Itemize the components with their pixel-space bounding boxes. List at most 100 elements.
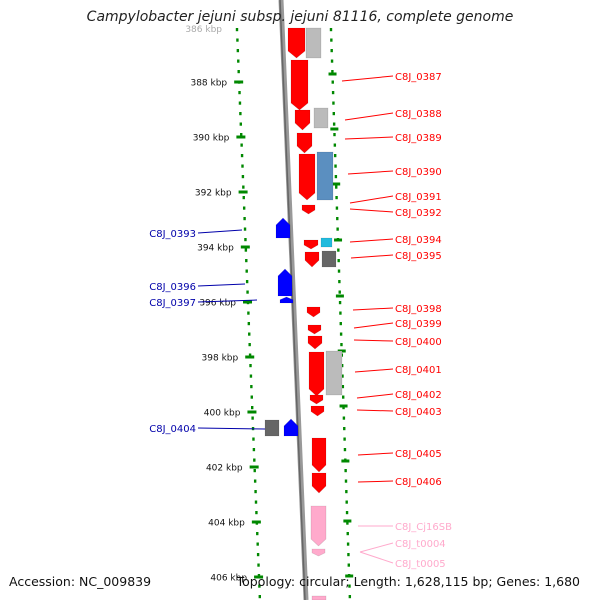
ruler-dotted-line bbox=[256, 542, 259, 546]
ruler-dotted-line-right bbox=[345, 500, 348, 504]
ruler-dotted-line-right bbox=[343, 437, 346, 441]
ruler-right-tick bbox=[345, 574, 354, 578]
ruler-dotted-line bbox=[239, 112, 242, 116]
label-leader-line bbox=[197, 283, 246, 287]
ruler-dotted-line bbox=[238, 91, 241, 95]
dark-feature-block bbox=[321, 250, 337, 268]
ruler-dotted-line-right bbox=[340, 343, 343, 347]
ruler-dotted-line bbox=[244, 248, 248, 252]
ruler-dotted-line bbox=[253, 479, 257, 483]
label-leader-line bbox=[349, 195, 394, 204]
backbone-line bbox=[278, 0, 309, 600]
ruler-dotted-line-right bbox=[331, 70, 334, 74]
ruler-right-tick bbox=[341, 459, 350, 463]
ruler-dotted-line-right bbox=[330, 49, 333, 53]
gene-label-right: C8J_0403 bbox=[395, 407, 442, 418]
gene-label-right: C8J_0391 bbox=[395, 192, 442, 203]
gene-label-right: C8J_t0004 bbox=[395, 539, 446, 550]
ruler-dotted-line bbox=[258, 584, 261, 588]
ruler-dotted-line-right bbox=[340, 364, 344, 368]
ruler-dotted-line-right bbox=[337, 269, 341, 273]
ruler-right-tick bbox=[334, 238, 343, 242]
ruler-dotted-line-right bbox=[332, 112, 335, 116]
ruler-dotted-line bbox=[246, 290, 249, 294]
forward-gene-arrow bbox=[301, 204, 316, 215]
ruler-tick-label: 404 kbp bbox=[208, 519, 245, 529]
ruler-dotted-line bbox=[256, 553, 260, 557]
ruler-dotted-line-right bbox=[347, 563, 350, 567]
label-leader-line bbox=[350, 254, 394, 259]
forward-gene-arrow bbox=[290, 59, 309, 111]
ruler-dotted-line-right bbox=[334, 175, 338, 179]
ruler-dotted-line-right bbox=[332, 122, 336, 126]
ruler-dotted-line bbox=[242, 185, 245, 189]
ruler-dotted-line bbox=[255, 511, 258, 515]
reverse-gene-arrow bbox=[277, 268, 293, 297]
label-leader-line bbox=[356, 409, 394, 412]
ruler-right-tick bbox=[328, 72, 337, 76]
ruler-dotted-line-right bbox=[347, 553, 350, 557]
ruler-dotted-line bbox=[248, 343, 251, 347]
ruler-dotted-line bbox=[244, 238, 247, 242]
ruler-dotted-line bbox=[253, 469, 256, 473]
forward-gene-arrow bbox=[304, 251, 320, 268]
ruler-dotted-line-right bbox=[330, 59, 334, 63]
ruler-tick-label: 388 kbp bbox=[190, 79, 227, 89]
gene-label-right: C8J_0387 bbox=[395, 72, 442, 83]
ruler-tick-mark bbox=[254, 575, 264, 579]
forward-gene-arrow bbox=[308, 351, 325, 397]
ruler-tick-mark bbox=[240, 245, 250, 249]
ruler-dotted-line-right bbox=[335, 206, 339, 210]
label-leader-line bbox=[357, 480, 394, 483]
ruler-tick-mark bbox=[243, 300, 253, 304]
gene-label-left: C8J_0397 bbox=[149, 298, 196, 309]
ruler-dotted-line-right bbox=[336, 217, 339, 221]
ruler-dotted-line bbox=[236, 38, 239, 42]
forward-gene-arrow bbox=[306, 306, 321, 318]
forward-gene-arrow bbox=[309, 394, 324, 405]
label-leader-line bbox=[353, 322, 394, 329]
ruler-dotted-line bbox=[243, 227, 247, 231]
gene-label-right: C8J_0401 bbox=[395, 365, 442, 376]
ruler-dotted-line-right bbox=[341, 374, 344, 378]
ruler-dotted-line bbox=[237, 59, 240, 63]
ruler-tick-mark bbox=[236, 135, 246, 139]
ruler-dotted-line-right bbox=[342, 406, 345, 410]
ruler-dotted-line bbox=[238, 101, 242, 105]
label-leader-line bbox=[359, 542, 394, 553]
label-leader-line bbox=[359, 551, 394, 564]
label-leader-line bbox=[347, 170, 394, 175]
ruler-right-tick bbox=[339, 404, 348, 408]
ruler-dotted-line bbox=[253, 458, 256, 462]
label-leader-line bbox=[349, 238, 394, 243]
label-leader-line bbox=[354, 368, 394, 373]
ruler-tick-mark bbox=[251, 520, 261, 524]
ruler-dotted-line bbox=[240, 143, 243, 147]
ruler-dotted-line-right bbox=[348, 595, 352, 599]
gene-label-right: C8J_0398 bbox=[395, 304, 442, 315]
ruler-dotted-line-right bbox=[343, 448, 347, 452]
ruler-dotted-line bbox=[250, 385, 253, 389]
ruler-right-tick bbox=[343, 519, 352, 523]
ruler-dotted-line bbox=[241, 175, 245, 179]
ruler-tick-label: 398 kbp bbox=[202, 354, 239, 364]
grey-feature-block bbox=[313, 107, 329, 129]
ruler-dotted-line-right bbox=[338, 280, 341, 284]
ruler-dotted-line-right bbox=[334, 164, 337, 168]
ruler-dotted-line-right bbox=[337, 259, 340, 263]
gene-label-right: C8J_0406 bbox=[395, 477, 442, 488]
ruler-dotted-line-right bbox=[339, 322, 342, 326]
ruler-dotted-line bbox=[254, 500, 258, 504]
ruler-dotted-line bbox=[235, 28, 239, 32]
gene-label-left: C8J_0404 bbox=[149, 424, 196, 435]
gene-label-left: C8J_0396 bbox=[149, 282, 196, 293]
ruler-dotted-line bbox=[243, 217, 246, 221]
ruler-dotted-line bbox=[245, 269, 248, 273]
rna-gene-arrow bbox=[310, 505, 327, 547]
ruler-tick-mark bbox=[247, 410, 257, 414]
ruler-right-tick bbox=[332, 182, 341, 186]
ruler-dotted-line-right bbox=[337, 248, 340, 252]
ruler-dotted-line-right bbox=[346, 532, 349, 536]
ruler-tick-mark bbox=[234, 80, 244, 84]
